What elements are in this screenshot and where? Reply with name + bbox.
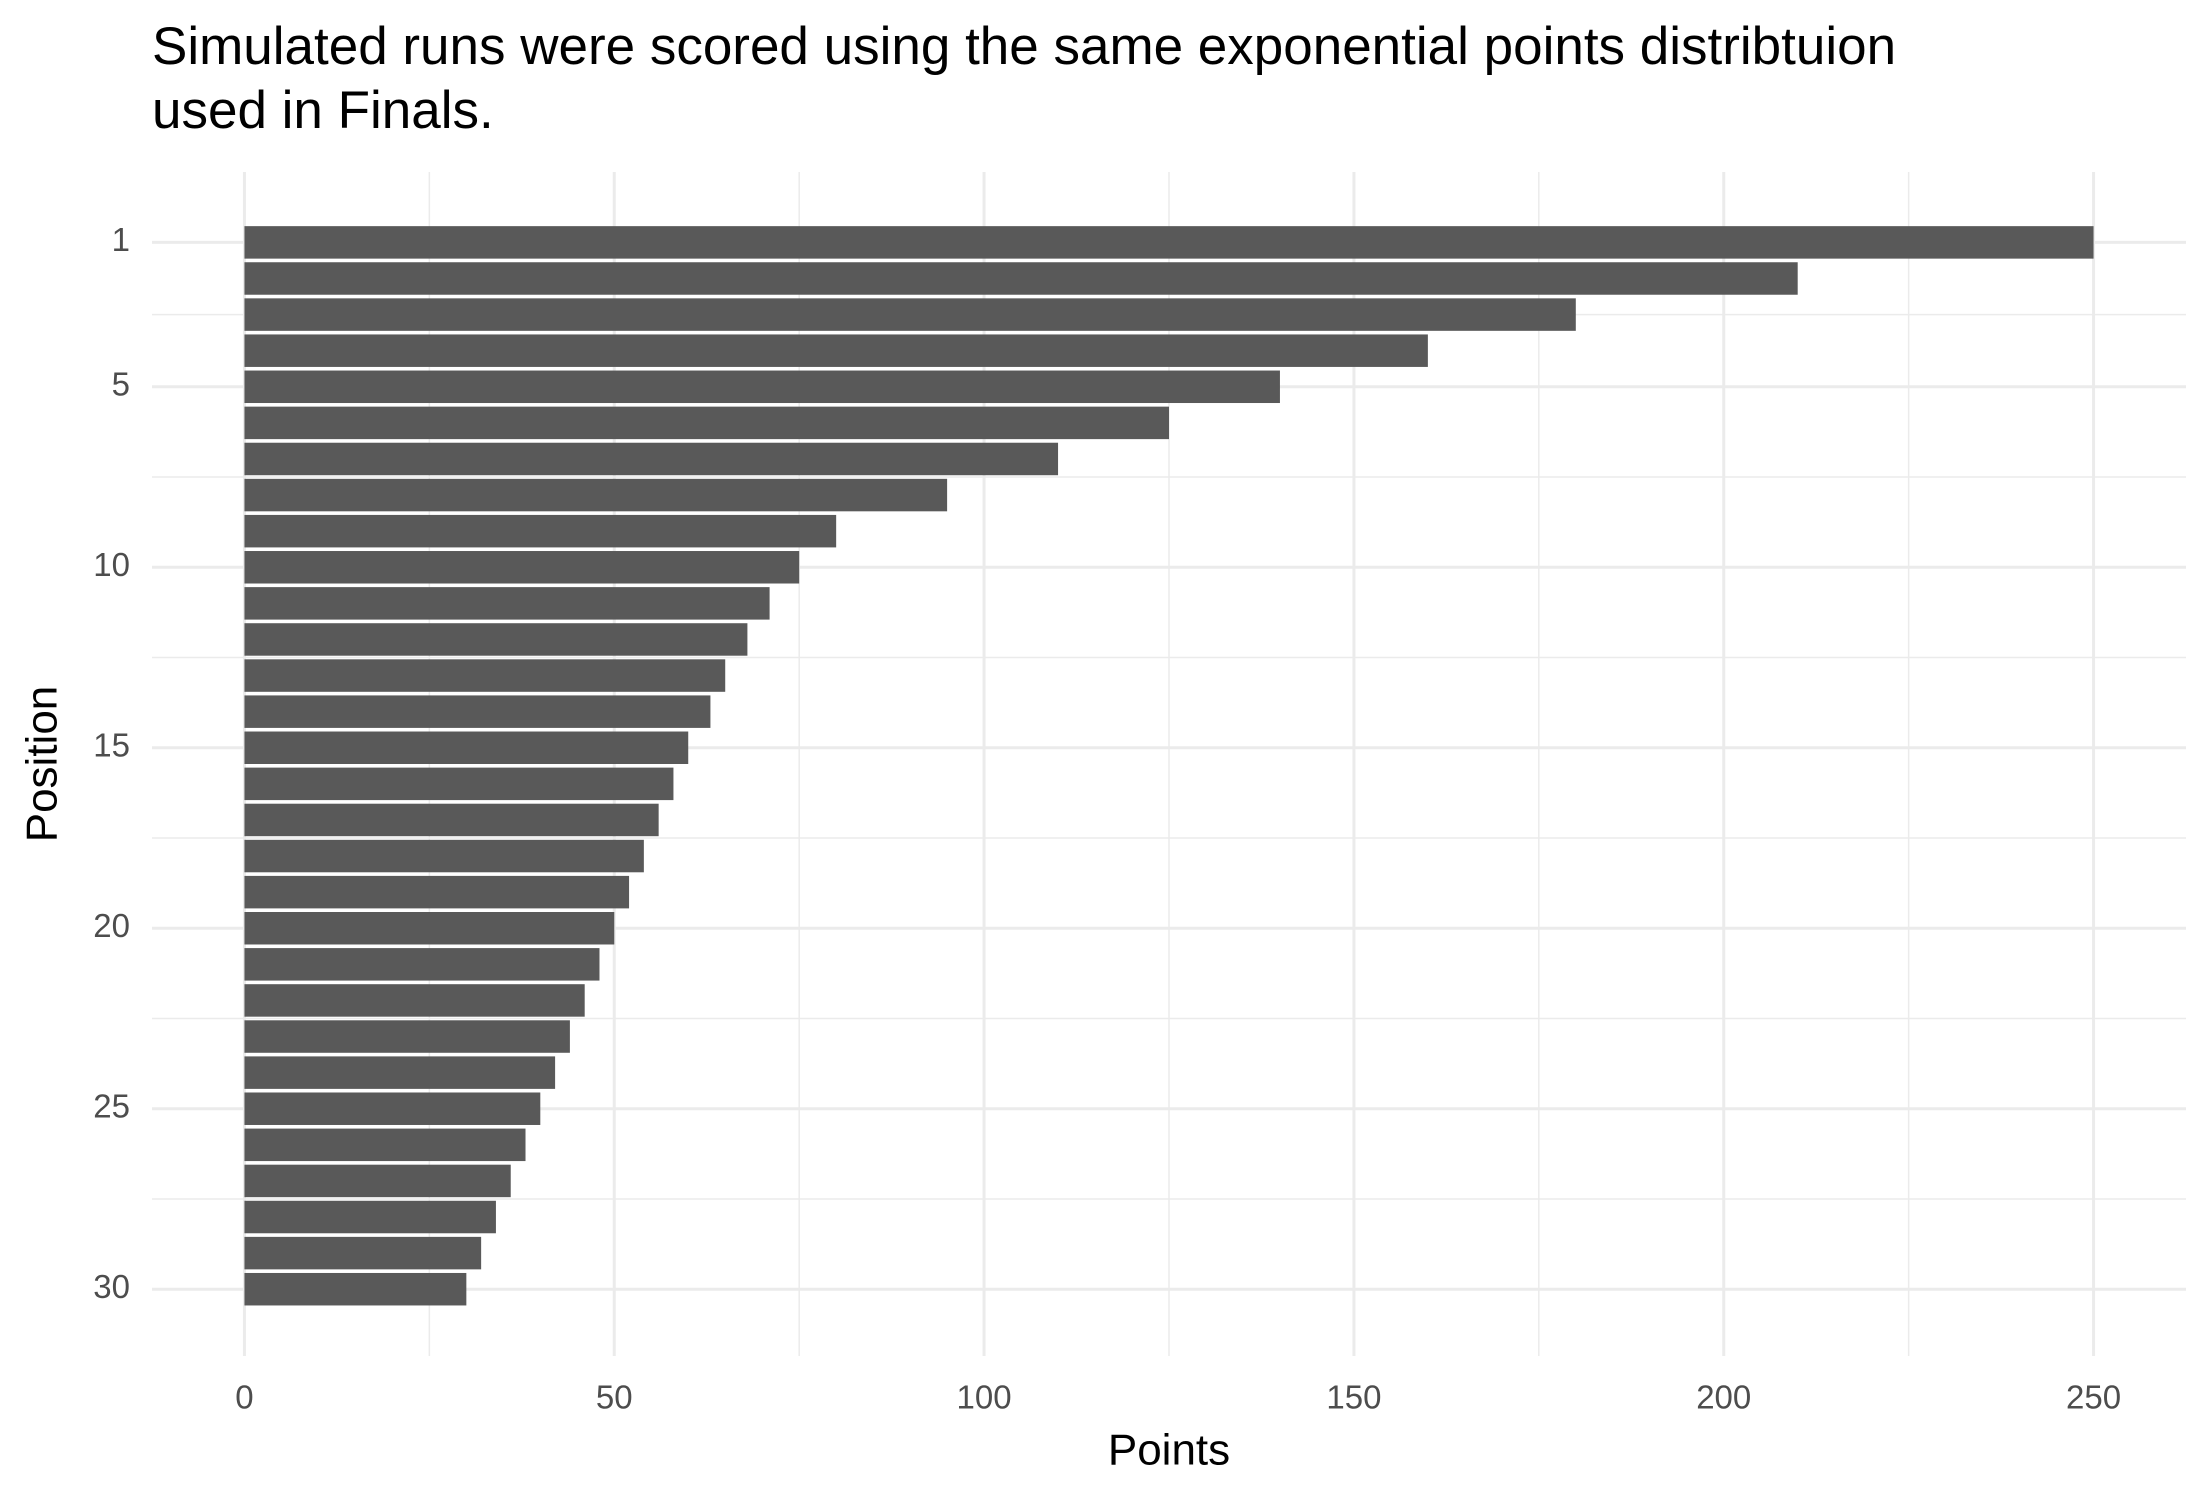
bar — [244, 984, 585, 1017]
y-tick-label: 30 — [93, 1268, 130, 1305]
x-tick-label: 0 — [235, 1379, 253, 1416]
x-tick-label: 200 — [1696, 1379, 1751, 1416]
bar — [244, 226, 2094, 259]
bar — [244, 370, 1280, 404]
bar — [244, 623, 748, 656]
x-tick-label: 250 — [2066, 1379, 2121, 1416]
bar — [244, 587, 770, 620]
bar — [244, 1272, 467, 1306]
bar — [244, 478, 948, 512]
bar — [244, 875, 630, 909]
bar — [244, 948, 600, 981]
x-tick-label: 150 — [1326, 1379, 1381, 1416]
x-tick-label: 100 — [957, 1379, 1012, 1416]
chart-title: Simulated runs were scored using the sam… — [152, 17, 1896, 76]
bar — [244, 912, 615, 945]
bar — [244, 839, 644, 873]
bar — [244, 1200, 496, 1234]
bar — [244, 334, 1428, 367]
bar — [244, 803, 659, 837]
x-axis-title: Points — [1108, 1426, 1230, 1475]
bar — [244, 1092, 541, 1125]
y-tick-label: 5 — [112, 365, 130, 402]
bar — [244, 298, 1576, 331]
bar — [244, 659, 726, 692]
bar — [244, 406, 1170, 440]
bar — [244, 514, 837, 548]
y-tick-label: 15 — [93, 726, 130, 763]
bar — [244, 551, 800, 584]
y-tick-label: 25 — [93, 1087, 130, 1124]
bar — [244, 1164, 511, 1198]
chart-title: used in Finals. — [152, 81, 494, 140]
y-tick-label: 1 — [112, 221, 130, 258]
y-tick-label: 10 — [93, 546, 130, 583]
y-axis-title: Position — [18, 686, 67, 843]
bar — [244, 767, 674, 801]
bar — [244, 731, 689, 764]
x-tick-label: 50 — [596, 1379, 633, 1416]
bar — [244, 695, 711, 728]
y-tick-label: 20 — [93, 907, 130, 944]
bar — [244, 1056, 556, 1089]
bar — [244, 1020, 570, 1053]
bar — [244, 442, 1059, 476]
bar — [244, 262, 1798, 295]
bar — [244, 1128, 526, 1162]
bar — [244, 1236, 482, 1270]
